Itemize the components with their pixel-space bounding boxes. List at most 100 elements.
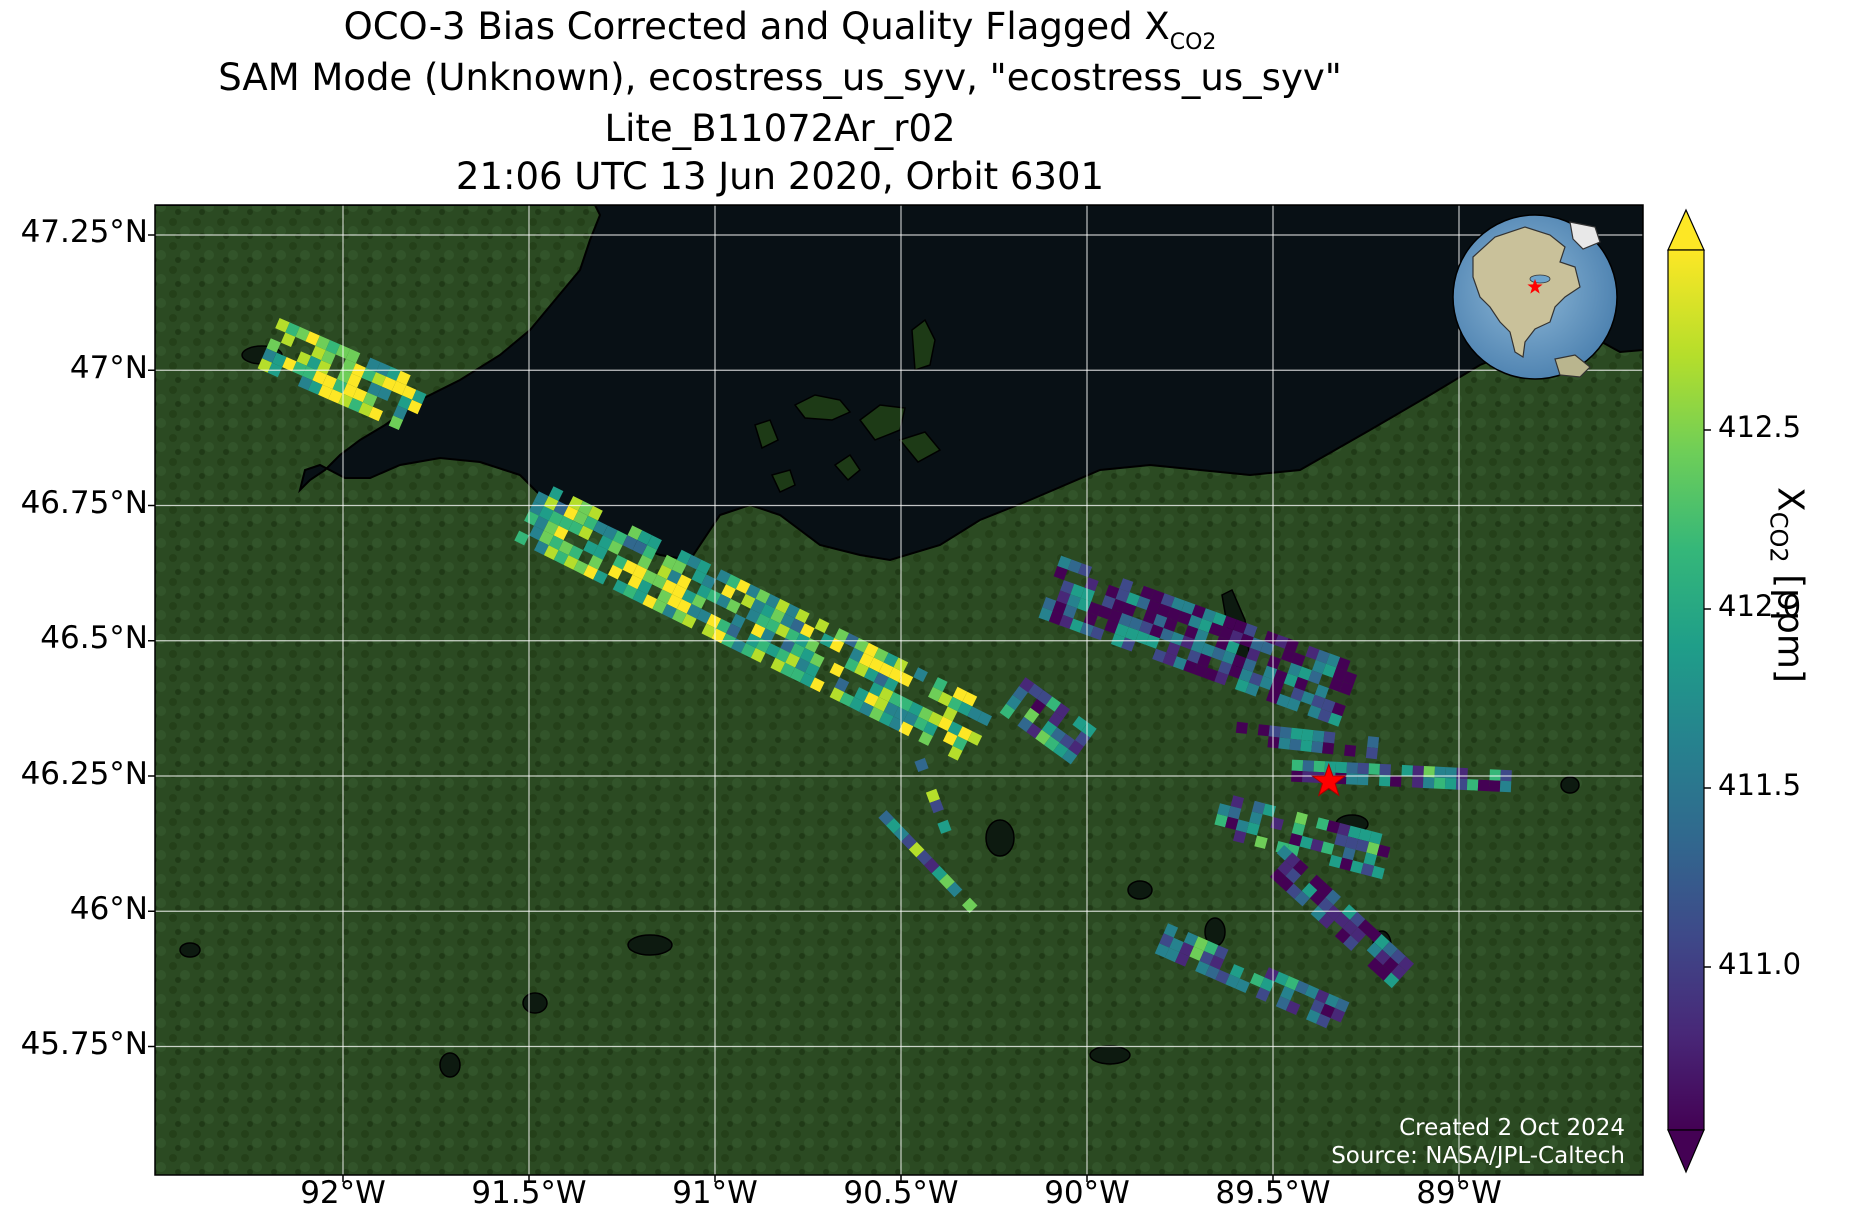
xco2-sounding <box>671 584 687 599</box>
xco2-sounding <box>1317 708 1332 723</box>
xco2-sounding <box>1301 882 1318 899</box>
xco2-sounding <box>790 667 805 683</box>
xco2-sounding <box>295 326 310 342</box>
xco2-sounding <box>548 510 564 526</box>
xco2-sounding <box>903 711 919 727</box>
xco2-sounding <box>1061 749 1078 765</box>
xco2-sounding <box>1202 608 1217 623</box>
xco2-sounding <box>1187 649 1202 664</box>
xco2-sounding <box>883 701 899 717</box>
xco2-sounding <box>785 603 800 619</box>
xco2-sounding <box>1167 607 1182 622</box>
globe-target-star <box>1527 279 1543 294</box>
xco2-sounding <box>1320 1003 1335 1019</box>
xco2-sounding <box>662 579 677 595</box>
xco2-sounding <box>563 555 579 570</box>
xco2-sounding <box>1310 999 1325 1014</box>
xco2-sounding <box>1227 806 1242 820</box>
xco2-sounding <box>1056 590 1071 605</box>
xco2-sounding <box>873 672 889 687</box>
xco2-sounding <box>1289 833 1303 847</box>
xco2-sounding <box>1276 845 1293 861</box>
xco2-sounding <box>275 318 290 333</box>
xco2-sounding <box>1122 602 1137 617</box>
lat-tick-label: 45.75°N <box>20 1026 148 1062</box>
xco2-sounding <box>1225 640 1240 655</box>
inland-lake <box>179 942 201 958</box>
xco2-sounding <box>863 642 879 658</box>
xco2-sounding <box>1249 972 1265 988</box>
xco2-sounding <box>1128 616 1143 631</box>
xco2-sounding <box>755 613 771 629</box>
xco2-sounding <box>901 833 917 850</box>
xco2-sounding <box>1311 694 1326 709</box>
xco2-sounding <box>376 362 391 377</box>
xco2-sounding <box>1371 865 1385 880</box>
xco2-sounding <box>1119 578 1134 593</box>
xco2-sounding <box>1070 583 1085 598</box>
xco2-sounding <box>1358 828 1372 842</box>
xco2-sounding <box>1188 614 1202 629</box>
xco2-sounding <box>878 662 894 678</box>
xco2-sounding <box>686 554 702 570</box>
xco2-sounding <box>1181 600 1196 615</box>
xco2-sounding <box>345 348 361 364</box>
xco2-sounding <box>1323 731 1336 744</box>
lat-tick-label: 47.25°N <box>20 214 148 250</box>
xco2-sounding <box>1050 727 1066 743</box>
xco2-sounding <box>1193 663 1208 678</box>
xco2-sounding <box>396 370 411 386</box>
xco2-sounding <box>1335 761 1348 774</box>
xco2-sounding <box>1326 905 1342 921</box>
xco2-sounding <box>568 520 584 536</box>
xco2-sounding <box>1035 729 1051 745</box>
xco2-sounding <box>1445 767 1457 779</box>
xco2-sounding <box>1357 919 1374 935</box>
xco2-sounding <box>947 745 963 761</box>
xco2-sounding <box>1455 778 1468 791</box>
xco2-sounding <box>1412 765 1424 777</box>
xco2-sounding <box>1205 965 1220 980</box>
xco2-sounding <box>790 643 805 658</box>
xco2-sounding <box>681 613 697 629</box>
xco2-sounding <box>1334 912 1350 928</box>
xco2-sounding <box>1291 822 1306 836</box>
xco2-sounding <box>1322 663 1337 678</box>
xco2-sounding <box>913 716 928 732</box>
xco2-sounding <box>1299 835 1313 850</box>
xco2-sounding <box>726 574 741 590</box>
xco2-sounding <box>1266 655 1281 670</box>
xco2-sounding <box>755 638 771 653</box>
xco2-sounding <box>1270 817 1284 831</box>
xco2-sounding <box>1291 652 1306 667</box>
xco2-sounding <box>696 559 712 575</box>
xco2-sounding <box>750 648 766 663</box>
xco2-sounding <box>1314 989 1330 1004</box>
xco2-sounding <box>1108 609 1123 624</box>
xco2-sounding <box>1026 723 1042 739</box>
xco2-sounding <box>1433 777 1446 789</box>
xco2-sounding <box>548 486 564 501</box>
xco2-sounding <box>622 584 638 600</box>
xco2-sounding <box>924 857 940 874</box>
xco2-sounding <box>622 559 638 575</box>
xco2-sounding <box>1169 937 1184 953</box>
xco2-sounding <box>834 628 850 643</box>
xco2-sounding <box>888 691 904 707</box>
xco2-sounding <box>637 579 653 595</box>
xco2-sounding <box>726 598 741 614</box>
xco2-sounding <box>928 711 943 727</box>
xco2-sounding <box>1139 620 1154 635</box>
xco2-sounding <box>1280 986 1295 1001</box>
xco2-sounding <box>1251 800 1266 815</box>
island <box>770 469 796 493</box>
xco2-sounding <box>1038 607 1053 622</box>
xco2-sounding <box>1218 660 1233 675</box>
xco2-sounding <box>1383 957 1399 973</box>
xco2-sounding <box>1019 677 1035 693</box>
xco2-sounding <box>312 370 327 385</box>
xco2-sounding <box>1215 969 1230 985</box>
xco2-sounding <box>1060 580 1075 595</box>
xco2-sounding <box>1215 636 1230 651</box>
xco2-sounding <box>1276 693 1291 708</box>
